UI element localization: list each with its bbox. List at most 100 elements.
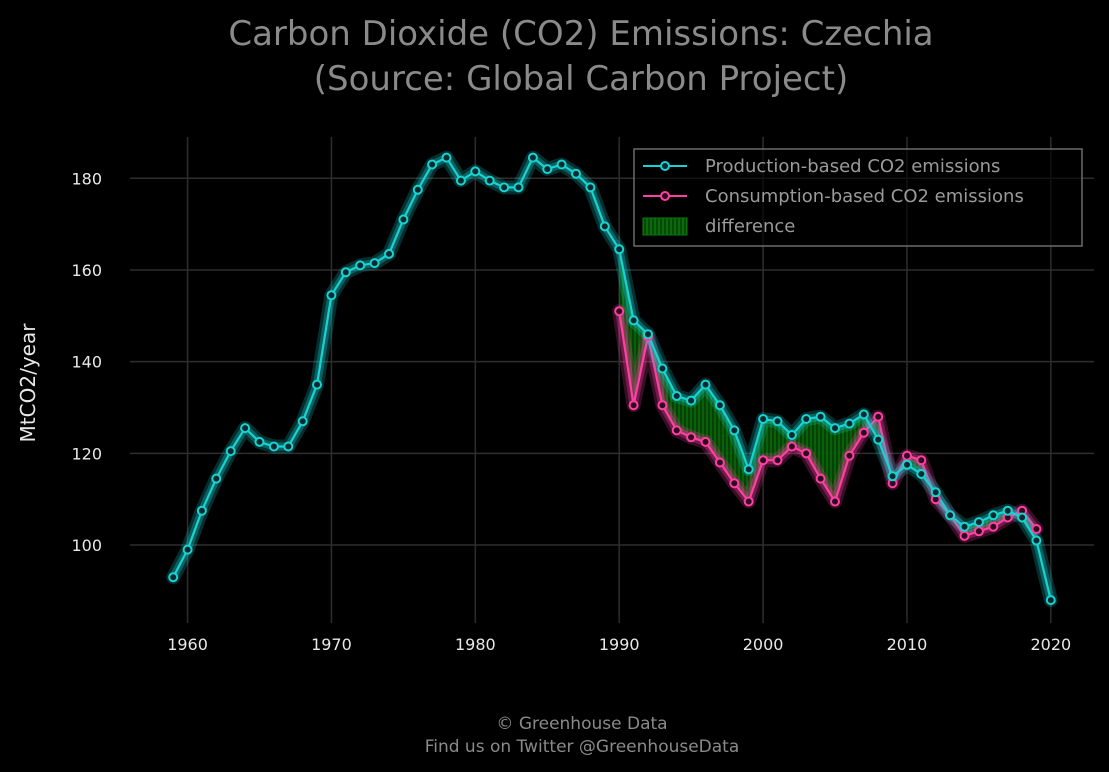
- production-point: [729, 425, 740, 436]
- consumption-point: [686, 432, 697, 443]
- production-point: [844, 418, 855, 429]
- production-point: [700, 379, 711, 390]
- production-point: [340, 267, 351, 278]
- production-point: [484, 175, 495, 186]
- x-tick-label: 1980: [455, 635, 496, 654]
- consumption-point: [902, 450, 912, 461]
- y-axis-label: MtCO2/year: [16, 323, 40, 443]
- chart-title-line1: Carbon Dioxide (CO2) Emissions: Czechia: [228, 14, 933, 54]
- production-point: [268, 441, 279, 452]
- consumption-point: [628, 400, 639, 411]
- production-point: [959, 521, 970, 532]
- production-point: [384, 248, 394, 259]
- consumption-point: [743, 496, 754, 507]
- production-point: [254, 436, 265, 447]
- production-point: [470, 166, 481, 177]
- consumption-point: [786, 441, 797, 452]
- production-point: [527, 152, 538, 163]
- production-point: [988, 510, 999, 521]
- consumption-point: [758, 455, 769, 466]
- y-tick-label: 120: [71, 444, 102, 463]
- production-point: [873, 434, 884, 445]
- production-point: [686, 395, 697, 406]
- x-tick-label: 2010: [887, 635, 928, 654]
- production-point: [973, 517, 984, 528]
- production-point: [1002, 505, 1013, 516]
- production-point: [182, 544, 193, 555]
- production-point: [571, 168, 581, 179]
- production-point: [556, 159, 567, 170]
- difference-area: [619, 249, 1037, 541]
- production-point: [196, 505, 207, 516]
- y-tick-label: 100: [71, 536, 102, 555]
- production-point: [455, 175, 466, 186]
- production-point: [542, 164, 553, 175]
- consumption-point: [801, 448, 812, 459]
- footer-twitter: Find us on Twitter @GreenhouseData: [425, 737, 740, 757]
- x-tick-label: 1960: [167, 635, 208, 654]
- consumption-point: [844, 450, 855, 461]
- production-point: [297, 416, 308, 427]
- x-tick-label: 2020: [1030, 635, 1071, 654]
- legend-consumption-marker: [660, 191, 670, 201]
- legend-box: [633, 148, 1083, 247]
- production-point: [398, 214, 409, 225]
- production-point: [211, 473, 222, 484]
- production-point: [412, 184, 423, 195]
- legend-consumption-label: Consumption-based CO2 emissions: [705, 186, 1024, 207]
- production-point: [772, 416, 783, 427]
- consumption-point: [959, 530, 970, 541]
- production-point: [743, 464, 754, 475]
- consumption-point: [988, 521, 999, 532]
- production-point: [168, 572, 179, 583]
- production-point: [312, 379, 322, 390]
- consumption-point: [830, 496, 840, 507]
- production-point: [657, 363, 668, 374]
- x-tick-label: 1990: [599, 635, 640, 654]
- consumption-point: [714, 457, 725, 468]
- production-point: [1045, 595, 1056, 606]
- consumption-point: [671, 425, 682, 436]
- production-point: [283, 441, 294, 452]
- production-point: [930, 487, 941, 498]
- y-tick-label: 140: [71, 353, 102, 372]
- consumption-point: [1031, 524, 1042, 534]
- chart-title-line2: (Source: Global Carbon Project): [314, 59, 848, 99]
- consumption-point: [700, 436, 711, 447]
- production-point: [225, 446, 236, 457]
- production-point: [369, 258, 380, 269]
- production-point: [1017, 512, 1028, 523]
- production-point: [513, 182, 524, 193]
- production-point: [714, 400, 725, 411]
- production-point: [441, 152, 452, 163]
- production-point: [671, 391, 682, 401]
- consumption-point: [916, 455, 927, 466]
- consumption-point: [815, 473, 826, 484]
- production-point: [786, 430, 797, 440]
- production-point: [916, 469, 927, 479]
- legend-difference-swatch: [642, 217, 688, 236]
- production-point: [945, 510, 956, 521]
- production-point: [326, 290, 337, 301]
- x-tick-label: 2000: [743, 635, 784, 654]
- production-point: [801, 414, 812, 424]
- production-point: [499, 182, 510, 193]
- consumption-point: [614, 306, 625, 317]
- legend-production-label: Production-based CO2 emissions: [705, 156, 1000, 177]
- consumption-point: [858, 427, 869, 438]
- legend-difference-label: difference: [705, 216, 795, 237]
- legend: Production-based CO2 emissions Consumpti…: [633, 148, 1083, 247]
- production-point: [815, 411, 826, 422]
- production-point: [1031, 535, 1042, 546]
- production-point: [599, 221, 610, 232]
- production-point: [643, 329, 653, 340]
- production-point: [830, 423, 840, 434]
- legend-production-marker: [660, 161, 670, 171]
- production-point: [585, 182, 596, 193]
- production-point: [758, 414, 769, 424]
- production-point: [628, 315, 639, 326]
- y-tick-label: 160: [71, 261, 102, 280]
- consumption-point: [729, 478, 740, 489]
- production-point: [887, 471, 898, 482]
- consumption-point: [657, 400, 668, 411]
